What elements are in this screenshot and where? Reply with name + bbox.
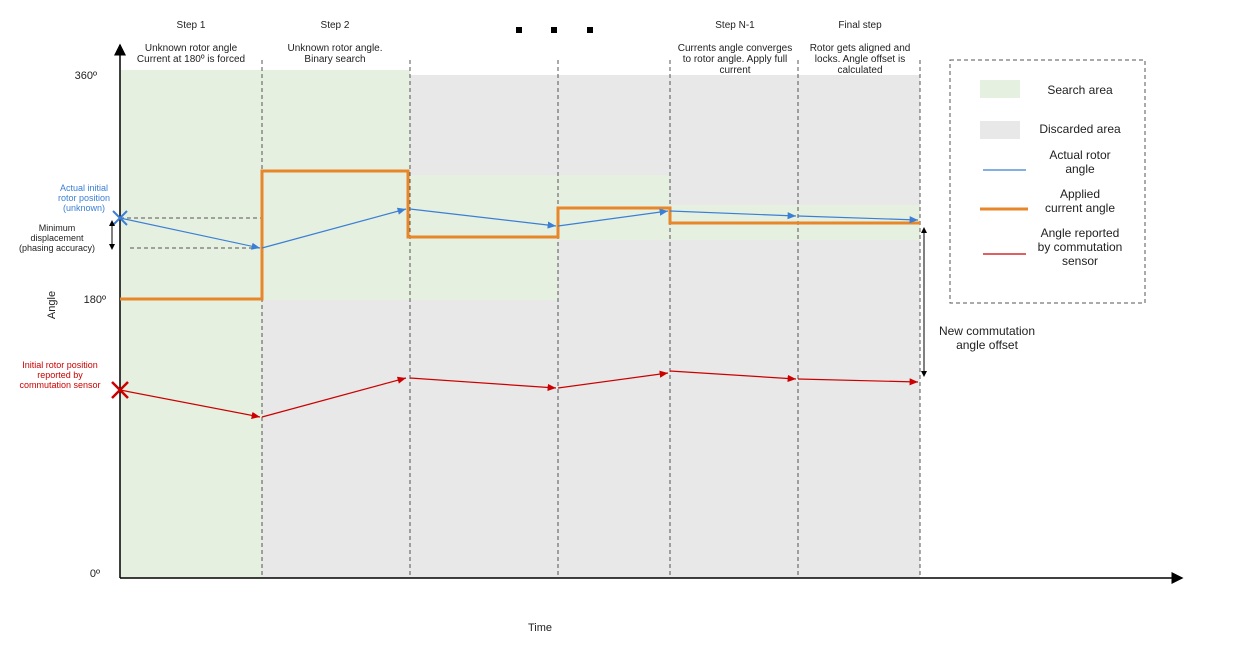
step-title: Final step — [838, 20, 882, 31]
legend-label: Angle reported — [1041, 226, 1120, 240]
step-description: locks. Angle offset is — [815, 54, 905, 65]
x-label: Time — [528, 622, 552, 634]
step-description: calculated — [837, 65, 882, 76]
actual-rotor — [112, 207, 919, 250]
legend — [949, 59, 1146, 304]
step-description: Rotor gets aligned and — [810, 43, 911, 54]
reported-angle — [111, 370, 919, 419]
applied-current — [120, 169, 920, 301]
y-tick: 0º — [90, 568, 100, 580]
legend-label: angle — [1065, 162, 1095, 176]
legend-label: Search area — [1047, 83, 1113, 97]
step-description: Unknown rotor angle. — [287, 43, 382, 54]
regions — [120, 70, 920, 578]
legend-label: sensor — [1062, 254, 1098, 268]
annotation: commutation sensor — [19, 380, 100, 390]
step-description: Currents angle converges — [678, 43, 793, 54]
step-description: to rotor angle. Apply full — [683, 54, 788, 65]
legend-label: Applied — [1060, 187, 1100, 201]
annotation: Initial rotor position — [22, 360, 98, 370]
step-description: Unknown rotor angle — [145, 43, 238, 54]
step-title: Step N-1 — [715, 20, 755, 31]
step-description: current — [719, 65, 750, 76]
step-title: Step 2 — [321, 20, 350, 31]
step-dividers — [120, 60, 921, 578]
axes — [114, 43, 1184, 584]
step-title: Step 1 — [177, 20, 206, 31]
legend-label: by commutation — [1038, 240, 1123, 254]
legend-label: Actual rotor — [1049, 148, 1110, 162]
annotation: angle offset — [956, 338, 1018, 352]
y-label: Angle — [46, 291, 58, 319]
y-tick: 180º — [84, 294, 106, 306]
annotation: New commutation — [939, 324, 1035, 338]
annotation: rotor position — [58, 193, 110, 203]
annotation: displacement — [30, 233, 84, 243]
annotation: (phasing accuracy) — [19, 243, 95, 253]
annotation: Actual initial — [60, 183, 108, 193]
annotation: Minimum — [39, 223, 76, 233]
annotation: reported by — [37, 370, 83, 380]
legend-label: Discarded area — [1039, 122, 1121, 136]
y-tick: 360º — [75, 70, 97, 82]
ellipsis — [516, 27, 593, 33]
step-description: Current at 180º is forced — [137, 54, 245, 65]
annotation: (unknown) — [63, 203, 105, 213]
legend-label: current angle — [1045, 201, 1115, 215]
step-description: Binary search — [304, 54, 365, 65]
